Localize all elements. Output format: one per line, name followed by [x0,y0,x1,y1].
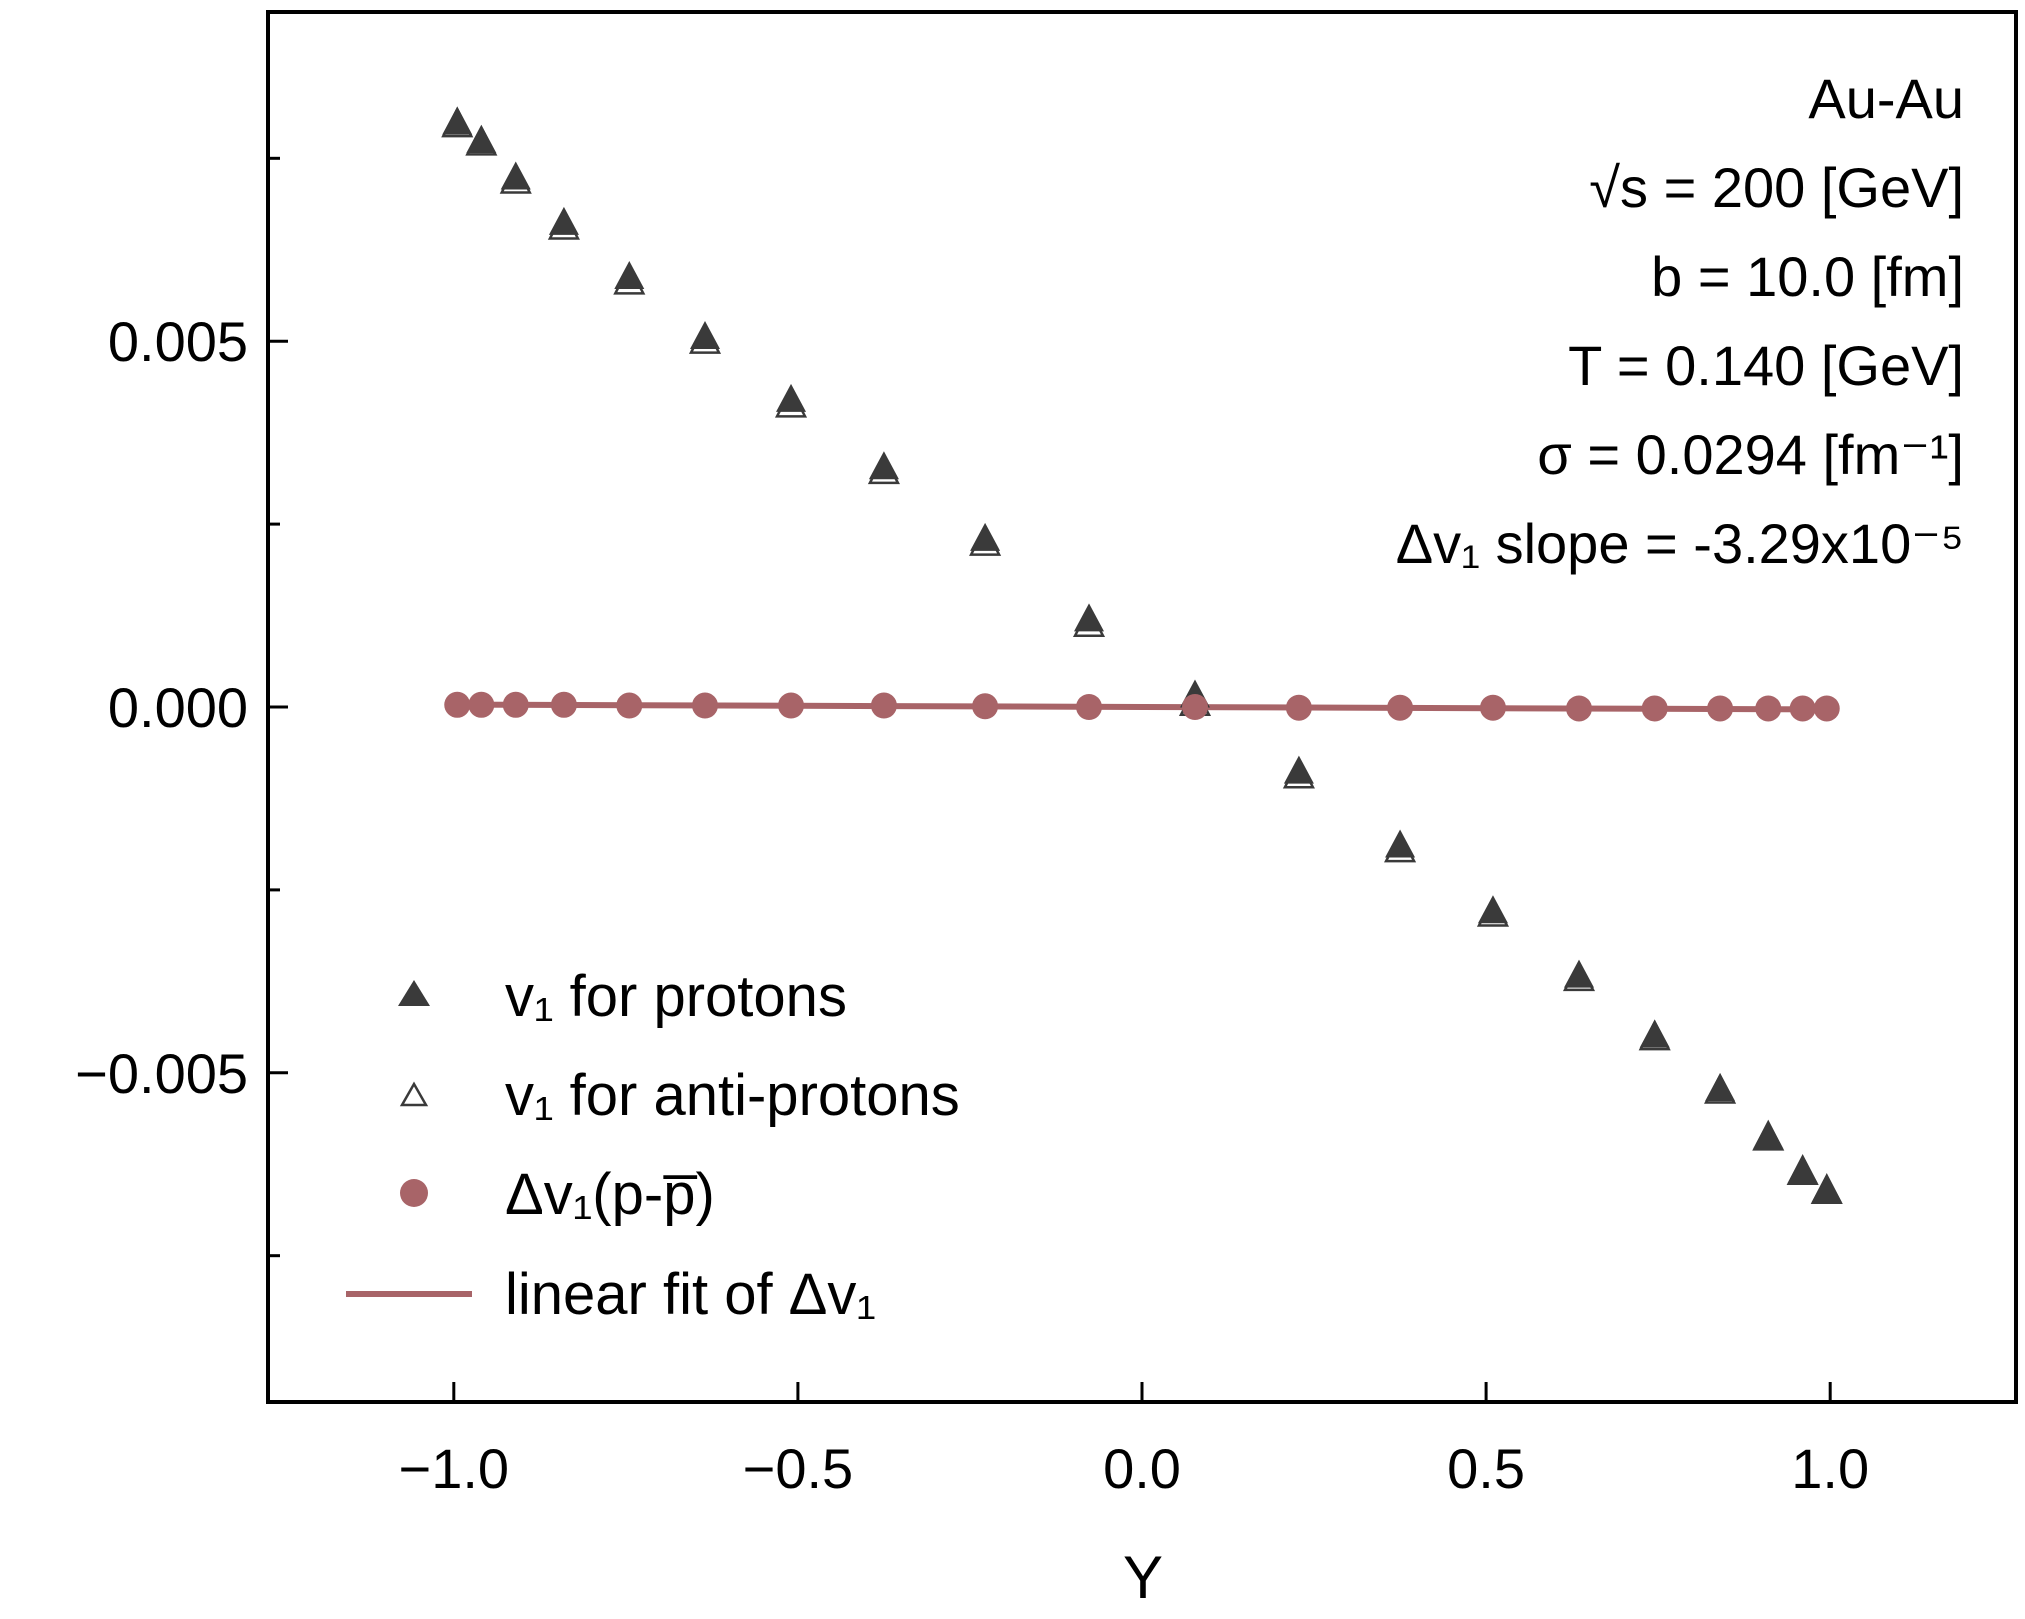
plot-frame [266,10,2018,1404]
x-tick-label: 1.0 [1791,1437,1869,1500]
annotation-conductivity: σ = 0.0294 [fm⁻¹] [1537,423,1964,486]
proton-point [1074,603,1105,632]
linear-fit-line [457,701,1827,713]
proton-point [1811,1174,1842,1203]
annotation-slope: Δv₁ slope = -3.29x10⁻⁵ [1396,512,1964,575]
legend-label-anti-protons: v₁ for anti-protons [505,1063,960,1128]
delta-v1-point [468,691,495,718]
marker-layer [441,106,1843,1205]
delta-v1-point [502,691,529,718]
legend-marker-anti-protons [399,1081,429,1107]
delta-v1-point [1479,694,1506,721]
delta-v1-point [550,691,577,718]
proton-point [1564,959,1594,988]
proton-point [1705,1073,1736,1102]
delta-v1-point [972,693,999,720]
proton-point [500,161,531,190]
legend-label-delta-v1: Δv₁(p-p̅) [505,1162,715,1227]
delta-v1-point [1566,695,1592,722]
legend-marker-protons [398,980,430,1006]
proton-point [1477,895,1508,924]
delta-v1-point [616,692,643,719]
annotation-system: Au-Au [1808,67,1964,130]
axis-ticks: −1.0 −0.5 0.0 0.5 1.0 −0.005 0.000 0.005 [75,156,1869,1500]
y-tick-label: −0.005 [75,1042,248,1105]
proton-point [1283,755,1314,784]
delta-v1-point [778,692,805,719]
delta-v1-point [1813,695,1840,722]
proton-point [442,106,473,135]
x-tick-label: 0.0 [1103,1437,1181,1500]
delta-v1-point [1641,695,1668,722]
legend-marker-delta-v1 [400,1179,428,1207]
proton-point [970,522,1001,551]
delta-v1-point [1387,694,1414,721]
delta-v1-point [1707,695,1734,722]
legend-label-linear-fit: linear fit of Δv₁ [505,1262,876,1327]
y-tick-label: 0.000 [108,676,248,739]
x-axis-title: Y [1123,1544,1163,1611]
x-tick-label: 0.5 [1447,1437,1525,1500]
delta-v1-point [870,692,897,719]
legend-label-protons: v₁ for protons [505,964,847,1029]
delta-v1-point [1755,695,1782,722]
proton-point [614,261,645,290]
delta-v1-point [1181,694,1208,720]
proton-point [690,321,720,350]
delta-v1-point [692,692,718,719]
fit-layer [457,701,1827,713]
x-tick-label: −0.5 [743,1437,854,1500]
delta-v1-point [1789,695,1816,722]
annotation-energy: √s = 200 [GeV] [1589,156,1964,219]
proton-point [1787,1155,1818,1184]
delta-v1-point [1076,694,1103,720]
proton-point [776,383,807,412]
proton-point [1639,1019,1670,1048]
y-tick-label: 0.005 [108,310,248,373]
proton-point [548,206,579,235]
proton-point [1385,829,1416,858]
annotation-temperature: T = 0.140 [GeV] [1568,334,1964,397]
x-tick-label: −1.0 [399,1437,510,1500]
legend: v₁ for protons v₁ for anti-protons Δv₁(p… [346,964,960,1327]
proton-point [466,124,497,153]
proton-point [868,451,899,480]
parameter-annotations: Au-Au √s = 200 [GeV] b = 10.0 [fm] T = 0… [1396,67,1964,575]
annotation-impact-parameter: b = 10.0 [fm] [1651,245,1964,308]
proton-point [1753,1120,1784,1149]
delta-v1-point [444,691,471,718]
delta-v1-point [1285,694,1312,721]
